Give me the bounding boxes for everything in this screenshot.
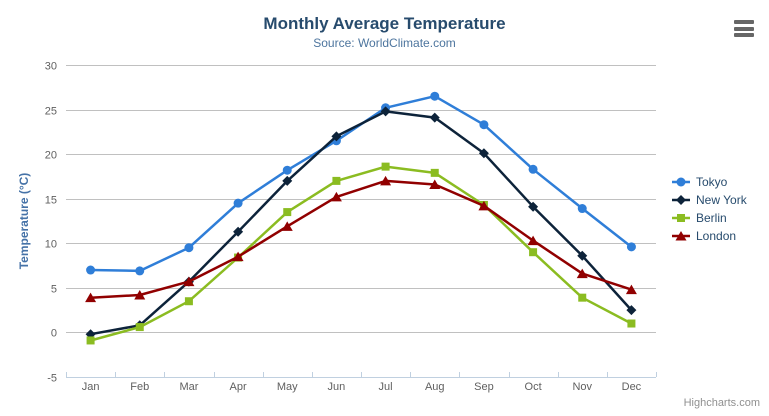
data-point-london[interactable] (527, 235, 539, 246)
x-axis-tick-label: Dec (622, 381, 642, 393)
y-axis-tick-label: 30 (45, 61, 57, 73)
y-axis-title: Temperature (°C) (17, 172, 31, 270)
data-point-berlin[interactable] (283, 208, 292, 217)
x-axis-tick-label: Jun (328, 381, 346, 393)
y-axis-tick-label: 0 (51, 328, 57, 340)
legend-symbol-triangle-icon (672, 231, 690, 241)
legend-item-label: Berlin (696, 211, 727, 225)
series-line-london[interactable] (89, 179, 633, 299)
legend-symbol-marker (675, 231, 687, 241)
legend: Tokyo New York Berlin London (671, 173, 747, 245)
data-point-tokyo[interactable] (626, 242, 636, 252)
x-axis-tick-label: Aug (425, 381, 445, 393)
data-point-berlin[interactable] (430, 168, 439, 177)
legend-item-berlin[interactable]: Berlin (671, 209, 747, 227)
x-axis-tick-label: Jan (82, 381, 100, 393)
hamburger-menu-icon (734, 20, 754, 37)
data-point-tokyo[interactable] (430, 91, 440, 101)
data-point-berlin[interactable] (381, 162, 390, 171)
data-point-new-york[interactable] (478, 148, 489, 159)
chart-title: Monthly Average Temperature (263, 14, 506, 33)
chart-subtitle: Source: WorldClimate.com (313, 36, 456, 50)
data-point-london[interactable] (183, 276, 195, 287)
data-point-berlin[interactable] (578, 293, 587, 302)
data-point-new-york[interactable] (331, 131, 342, 142)
data-point-new-york[interactable] (626, 305, 637, 316)
legend-symbol-diamond-icon (672, 195, 690, 205)
y-axis-tick-label: -5 (47, 373, 57, 385)
data-point-new-york[interactable] (380, 106, 391, 117)
legend-item-label: Tokyo (696, 175, 728, 189)
data-point-tokyo[interactable] (233, 198, 243, 208)
y-axis-tick-label: 5 (51, 284, 57, 296)
data-point-berlin[interactable] (332, 176, 341, 185)
x-axis-tick-label: Jul (379, 381, 393, 393)
x-axis-tick-label: May (277, 381, 298, 393)
data-point-tokyo[interactable] (479, 120, 489, 130)
data-point-new-york[interactable] (233, 226, 244, 237)
data-point-london[interactable] (429, 179, 441, 189)
data-point-berlin[interactable] (86, 336, 95, 345)
legend-item-london[interactable]: London (671, 227, 747, 245)
data-point-tokyo[interactable] (528, 164, 538, 174)
data-point-berlin[interactable] (184, 297, 193, 306)
data-point-tokyo[interactable] (184, 243, 194, 253)
series-line-tokyo[interactable] (89, 94, 633, 273)
data-point-new-york[interactable] (528, 201, 539, 212)
y-axis-tick-label: 10 (45, 239, 57, 251)
data-point-london[interactable] (625, 284, 637, 295)
x-axis-tick-label: Oct (525, 381, 542, 393)
legend-item-new-york[interactable]: New York (671, 191, 747, 209)
data-point-berlin[interactable] (627, 319, 636, 328)
y-axis-tick-label: 25 (45, 106, 57, 118)
data-point-london[interactable] (380, 175, 392, 186)
data-point-tokyo[interactable] (86, 265, 96, 275)
data-point-tokyo[interactable] (135, 266, 145, 276)
y-axis-tick-label: 20 (45, 150, 57, 162)
data-point-new-york[interactable] (577, 250, 588, 261)
data-point-berlin[interactable] (529, 248, 538, 257)
legend-item-label: London (696, 229, 737, 243)
x-axis-tick-label: Apr (230, 381, 247, 393)
data-point-tokyo[interactable] (577, 204, 587, 214)
data-point-new-york[interactable] (429, 112, 440, 123)
data-point-tokyo[interactable] (282, 165, 292, 175)
x-axis-tick-label: Mar (179, 381, 198, 393)
series-line-new-york[interactable] (89, 110, 633, 336)
legend-symbol-marker (676, 177, 686, 187)
data-point-new-york[interactable] (282, 175, 293, 186)
y-axis-tick-label: 15 (45, 195, 57, 207)
series-line-berlin[interactable] (89, 165, 633, 342)
legend-symbol-marker (676, 195, 686, 205)
credits-link[interactable]: Highcharts.com (683, 397, 760, 409)
data-point-london[interactable] (281, 221, 293, 231)
legend-symbol-circle-icon (672, 177, 690, 187)
export-menu-button[interactable] (734, 20, 754, 37)
legend-symbol-marker (677, 214, 685, 222)
data-point-london[interactable] (330, 191, 342, 202)
x-axis-tick-label: Feb (130, 381, 149, 393)
legend-item-tokyo[interactable]: Tokyo (671, 173, 747, 191)
data-point-london[interactable] (85, 292, 97, 303)
x-axis-tick-label: Sep (474, 381, 494, 393)
x-axis-tick-label: Nov (572, 381, 592, 393)
legend-item-label: New York (696, 193, 747, 207)
data-point-london[interactable] (232, 251, 244, 262)
data-point-london[interactable] (134, 289, 146, 300)
legend-symbol-square-icon (672, 214, 690, 222)
data-point-berlin[interactable] (135, 323, 144, 332)
data-point-london[interactable] (478, 200, 490, 211)
data-point-london[interactable] (576, 268, 588, 279)
